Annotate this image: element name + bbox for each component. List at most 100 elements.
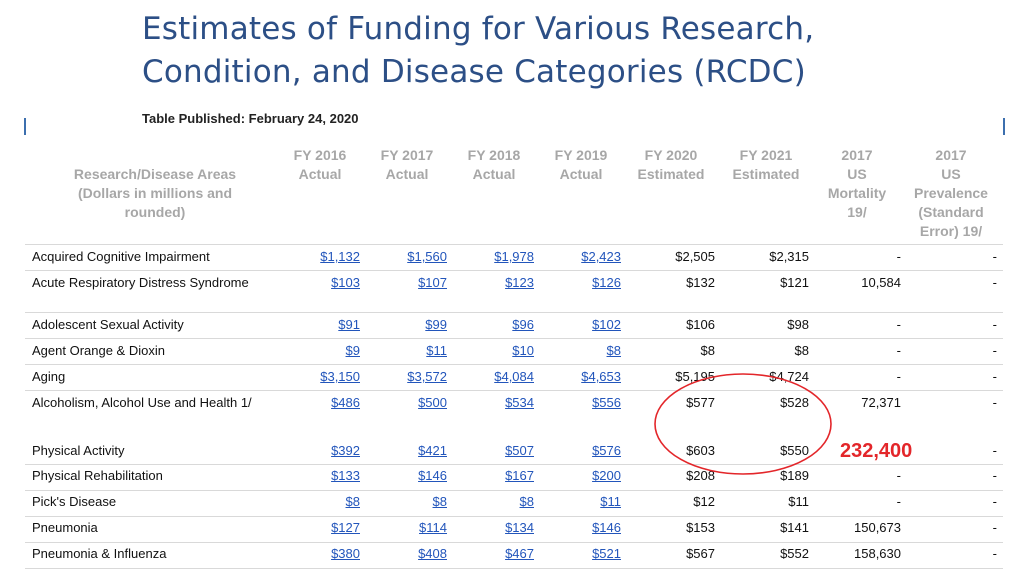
value-prevalence: - xyxy=(992,317,997,332)
value-mortality: 72,371 xyxy=(861,395,901,410)
right-frame-marker xyxy=(1003,118,1005,135)
header-line: 19/ xyxy=(847,204,867,220)
funding-link-fy2016[interactable]: $9 xyxy=(345,343,360,358)
funding-link-fy2017[interactable]: $408 xyxy=(418,546,447,561)
header-line: Actual xyxy=(385,166,429,182)
header-line: (Standard xyxy=(918,204,984,220)
value-fy2021: $121 xyxy=(780,275,809,290)
header-line: FY 2016 xyxy=(293,147,347,163)
funding-link-fy2016[interactable]: $486 xyxy=(331,395,360,410)
value-fy2021: $98 xyxy=(787,317,809,332)
value-prevalence: - xyxy=(992,546,997,561)
left-frame-marker xyxy=(24,118,26,135)
funding-link-fy2017[interactable]: $1,560 xyxy=(407,249,447,264)
funding-link-fy2016[interactable]: $127 xyxy=(331,520,360,535)
row-name: Acute Respiratory Distress Syndrome xyxy=(32,275,249,290)
row-divider xyxy=(25,490,1003,491)
funding-link-fy2017[interactable]: $99 xyxy=(425,317,447,332)
row-name: Pneumonia xyxy=(32,520,98,535)
value-prevalence: - xyxy=(992,494,997,509)
funding-link-fy2019[interactable]: $521 xyxy=(592,546,621,561)
row-divider xyxy=(25,364,1003,365)
funding-link-fy2019[interactable]: $8 xyxy=(606,343,621,358)
funding-link-fy2018[interactable]: $507 xyxy=(505,443,534,458)
row-name: Physical Rehabilitation xyxy=(32,468,163,483)
funding-link-fy2018[interactable]: $534 xyxy=(505,395,534,410)
funding-link-fy2017[interactable]: $114 xyxy=(419,520,447,535)
row-name: Pick's Disease xyxy=(32,494,117,509)
funding-link-fy2018[interactable]: $10 xyxy=(512,343,534,358)
row-divider xyxy=(25,542,1003,543)
header-line: FY 2021 xyxy=(739,147,793,163)
funding-link-fy2019[interactable]: $576 xyxy=(592,443,621,458)
funding-link-fy2018[interactable]: $8 xyxy=(519,494,534,509)
funding-link-fy2017[interactable]: $11 xyxy=(426,343,447,358)
value-mortality: 10,584 xyxy=(861,275,901,290)
row-divider xyxy=(25,464,1003,465)
header-line: Prevalence xyxy=(914,185,988,201)
header-line: Estimated xyxy=(637,166,705,182)
header-line: FY 2017 xyxy=(380,147,434,163)
row-name: Adolescent Sexual Activity xyxy=(32,317,184,332)
funding-link-fy2018[interactable]: $96 xyxy=(512,317,534,332)
funding-link-fy2018[interactable]: $467 xyxy=(505,546,534,561)
value-fy2021: $189 xyxy=(780,468,809,483)
header-line: Actual xyxy=(298,166,342,182)
value-fy2020: $8 xyxy=(700,343,715,358)
header-research-disease-areas: Research/Disease Areas (Dollars in millio… xyxy=(40,165,270,222)
row-name: Alcoholism, Alcohol Use and Health 1/ xyxy=(32,395,252,410)
value-fy2020: $567 xyxy=(686,546,715,561)
funding-link-fy2019[interactable]: $556 xyxy=(592,395,621,410)
value-fy2020: $603 xyxy=(686,443,715,458)
value-prevalence: - xyxy=(992,275,997,290)
funding-link-fy2019[interactable]: $126 xyxy=(592,275,621,290)
funding-link-fy2016[interactable]: $3,150 xyxy=(320,369,360,384)
funding-link-fy2017[interactable]: $3,572 xyxy=(407,369,447,384)
funding-link-fy2017[interactable]: $421 xyxy=(418,443,447,458)
funding-link-fy2019[interactable]: $102 xyxy=(592,317,621,332)
funding-link-fy2016[interactable]: $380 xyxy=(331,546,360,561)
funding-link-fy2019[interactable]: $4,653 xyxy=(581,369,621,384)
table-split-gap xyxy=(0,428,1024,438)
row-name: Agent Orange & Dioxin xyxy=(32,343,165,358)
header-line: (Dollars in millions and xyxy=(77,185,233,201)
funding-link-fy2017[interactable]: $107 xyxy=(418,275,447,290)
header-line: rounded) xyxy=(124,204,186,220)
funding-link-fy2018[interactable]: $4,084 xyxy=(494,369,534,384)
value-fy2020: $208 xyxy=(686,468,715,483)
header-mortality: 2017 US Mortality 19/ xyxy=(817,146,897,222)
funding-link-fy2018[interactable]: $134 xyxy=(505,520,534,535)
header-line: US xyxy=(847,166,867,182)
row-divider xyxy=(25,568,1003,569)
funding-link-fy2017[interactable]: $8 xyxy=(432,494,447,509)
value-fy2020: $132 xyxy=(686,275,715,290)
funding-link-fy2017[interactable]: $500 xyxy=(418,395,447,410)
header-line: 2017 xyxy=(841,147,873,163)
row-divider xyxy=(25,338,1003,339)
funding-link-fy2016[interactable]: $133 xyxy=(331,468,360,483)
value-fy2020: $12 xyxy=(693,494,715,509)
header-line: FY 2019 xyxy=(554,147,608,163)
funding-link-fy2019[interactable]: $2,423 xyxy=(581,249,621,264)
row-divider xyxy=(25,270,1003,271)
funding-link-fy2018[interactable]: $123 xyxy=(505,275,534,290)
funding-link-fy2019[interactable]: $146 xyxy=(592,520,621,535)
highlight-ellipse-shape xyxy=(654,373,832,475)
funding-link-fy2016[interactable]: $1,132 xyxy=(320,249,360,264)
header-fy2019: FY 2019 Actual xyxy=(546,146,616,184)
funding-link-fy2017[interactable]: $146 xyxy=(418,468,447,483)
funding-link-fy2019[interactable]: $200 xyxy=(592,468,621,483)
funding-link-fy2018[interactable]: $1,978 xyxy=(494,249,534,264)
row-divider xyxy=(25,244,1003,245)
funding-link-fy2016[interactable]: $91 xyxy=(338,317,360,332)
header-fy2017: FY 2017 Actual xyxy=(372,146,442,184)
funding-link-fy2018[interactable]: $167 xyxy=(505,468,534,483)
slide-title: Estimates of Funding for Various Researc… xyxy=(142,8,814,94)
value-fy2021: $141 xyxy=(780,520,809,535)
funding-link-fy2016[interactable]: $392 xyxy=(331,443,360,458)
funding-link-fy2016[interactable]: $8 xyxy=(345,494,360,509)
header-line: Mortality xyxy=(827,185,887,201)
funding-link-fy2019[interactable]: $11 xyxy=(600,494,621,509)
header-line: Error) 19/ xyxy=(919,223,983,239)
funding-link-fy2016[interactable]: $103 xyxy=(331,275,360,290)
